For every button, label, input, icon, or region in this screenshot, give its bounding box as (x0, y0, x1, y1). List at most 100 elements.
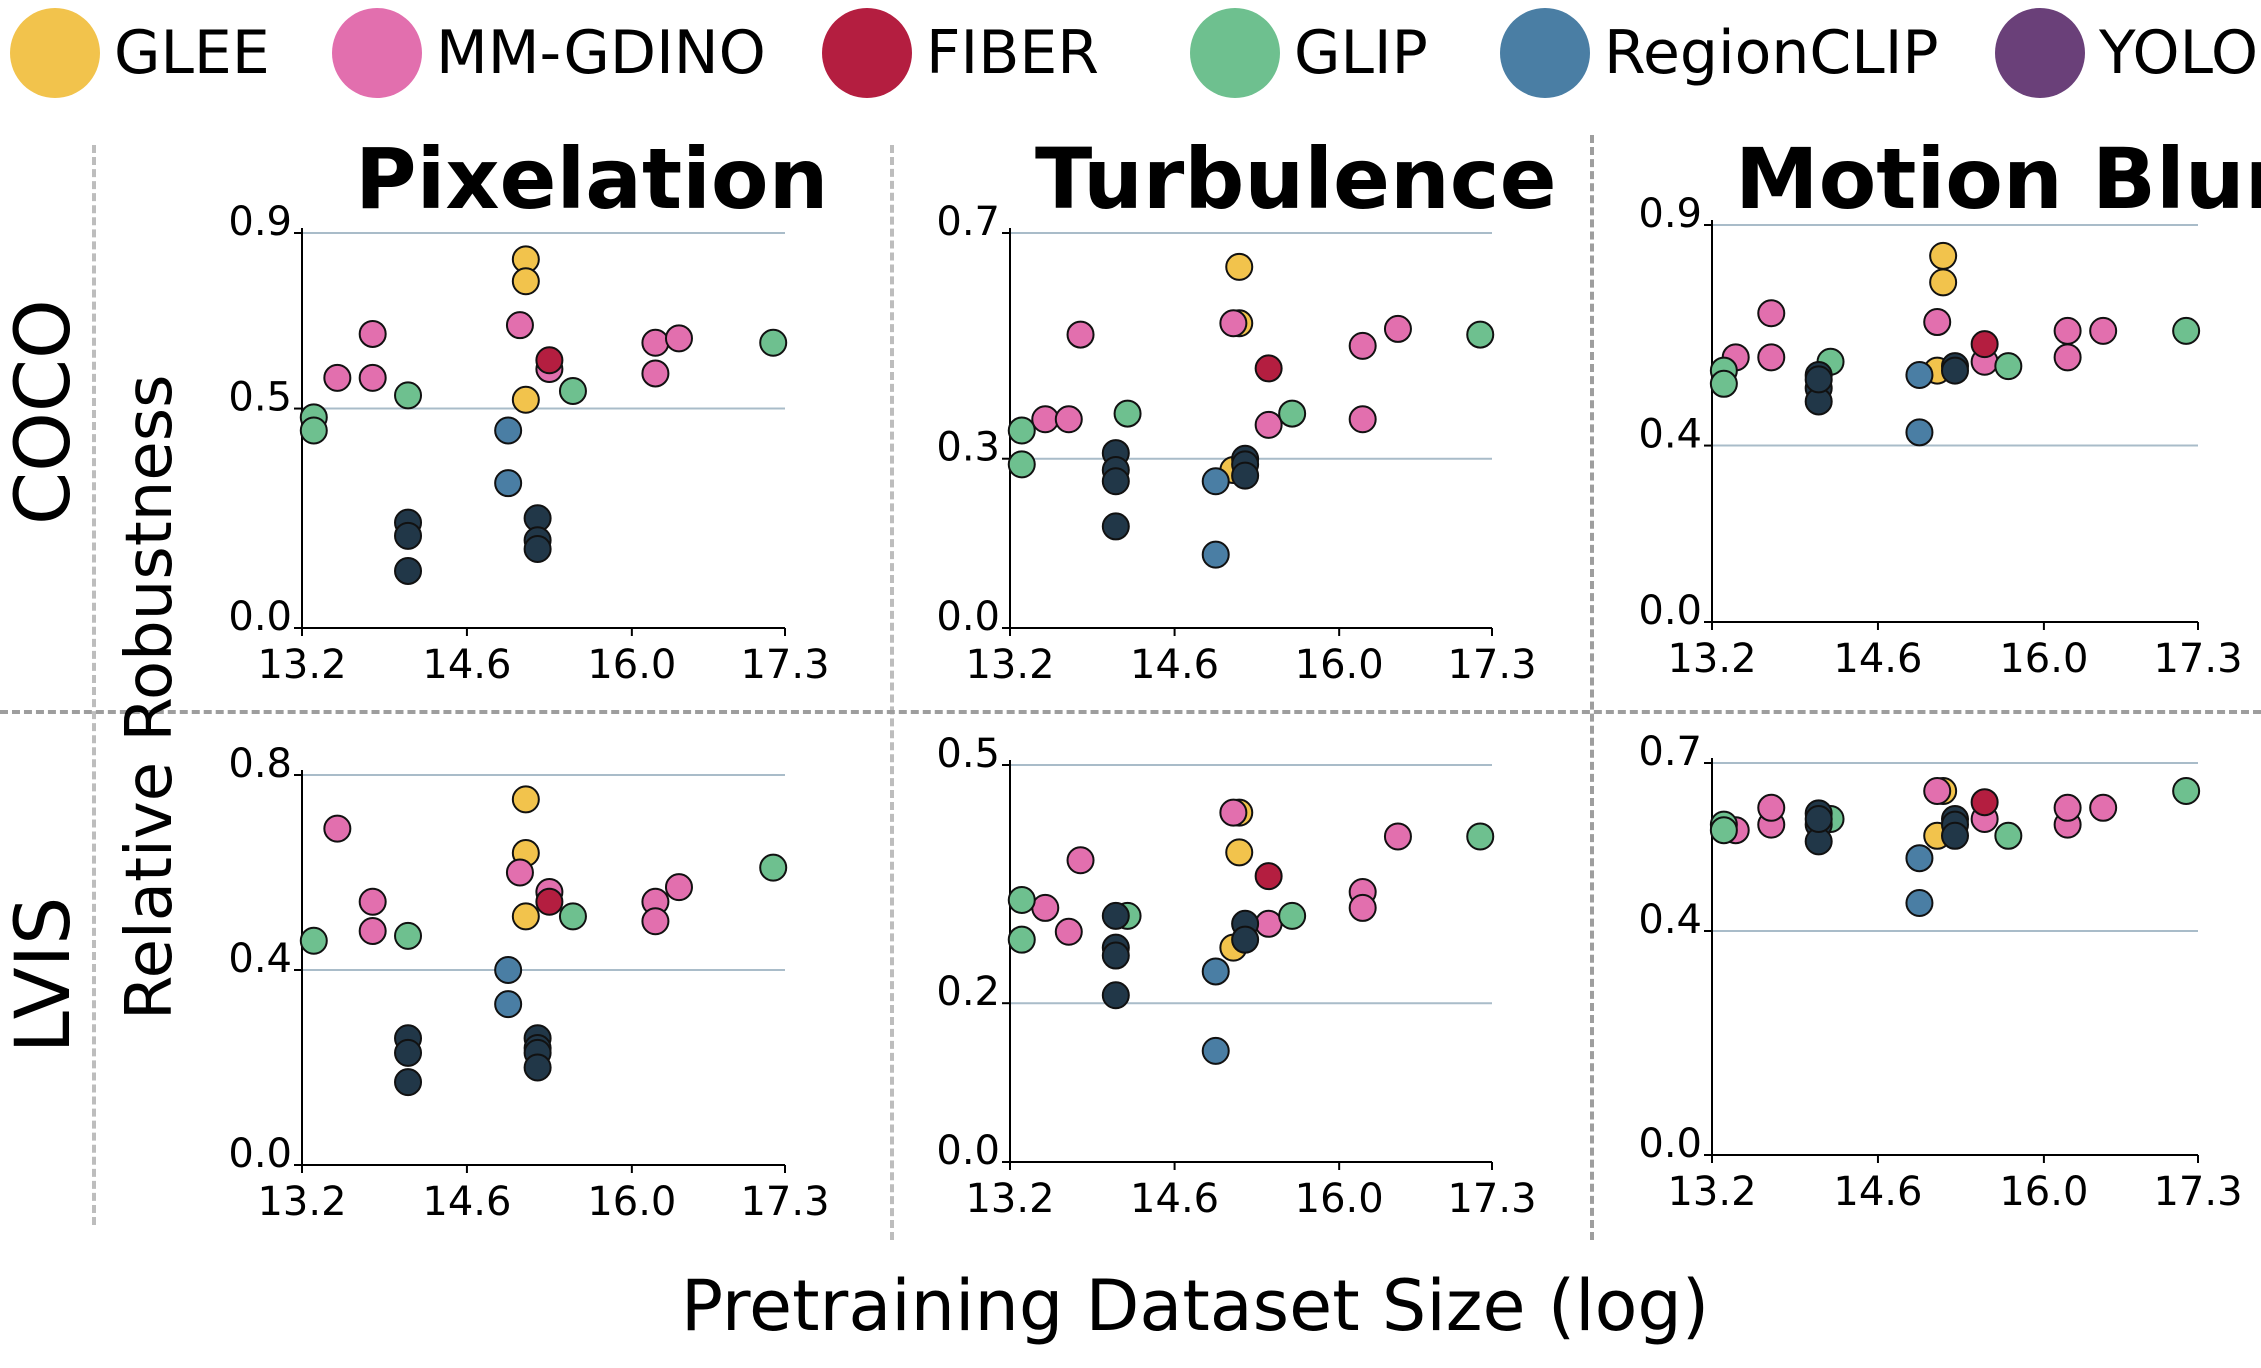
point-mm-gdino (1757, 299, 1786, 328)
chart-panel-0: 0.0 0.5 0.9 13.2 14.6 16.0 17.3 (228, 199, 829, 688)
point-yolo (523, 535, 552, 563)
point-yolo (1804, 365, 1833, 394)
point-mm-gdino (1219, 309, 1248, 338)
point-mm-gdino (1923, 308, 1952, 337)
legend-marker (822, 8, 912, 98)
point-glip (1466, 320, 1495, 349)
x-tick-label: 17.3 (1447, 642, 1536, 688)
chart-panel-1: 0.0 0.3 0.7 13.2 14.6 16.0 17.3 (936, 199, 1536, 688)
point-mm-gdino (1757, 793, 1786, 822)
x-tick-label: 16.0 (1295, 1176, 1384, 1222)
point-glee (511, 267, 540, 296)
point-glip (394, 381, 423, 410)
point-glip (1709, 816, 1738, 845)
point-yolo (1101, 901, 1130, 930)
point-glip (299, 926, 328, 955)
x-tick-label: 16.0 (1295, 642, 1384, 688)
point-glip (558, 377, 587, 405)
point-glee (1225, 838, 1254, 867)
point-glee (1929, 268, 1958, 297)
x-tick-label: 16.0 (587, 642, 676, 688)
chart-panel-5: 0.0 0.4 0.7 13.2 14.6 16.0 17.3 (1638, 729, 2242, 1215)
point-glee (511, 385, 540, 414)
y-tick-label: 0.0 (1638, 588, 1702, 634)
y-tick-label: 0.7 (1638, 729, 1702, 775)
x-tick-label: 16.0 (1999, 636, 2088, 682)
x-tick-label: 17.3 (740, 1179, 829, 1225)
chart-panel-4: 0.0 0.2 0.5 13.2 14.6 16.0 17.3 (936, 731, 1536, 1222)
point-mm-gdino (505, 858, 534, 887)
point-mm-gdino (1254, 410, 1283, 439)
point-mm-gdino (1348, 405, 1377, 434)
point-mm-gdino (2089, 316, 2118, 345)
point-mm-gdino (641, 907, 670, 936)
legend-marker (10, 8, 100, 98)
point-regionclip (1201, 957, 1230, 986)
panel-title-motion-blur: Motion Blur (1735, 130, 2261, 228)
point-mm-gdino (1066, 320, 1095, 349)
point-mm-gdino (323, 363, 352, 392)
point-mm-gdino (1066, 846, 1095, 875)
legend-label: FIBER (926, 18, 1099, 88)
legend-marker (1190, 8, 1280, 98)
point-yolo (1231, 925, 1260, 954)
point-glip (1994, 352, 2023, 381)
x-tick-label: 14.6 (422, 1179, 511, 1225)
point-yolo (1804, 805, 1833, 833)
point-glee (511, 902, 540, 931)
x-tick-label: 14.6 (1130, 642, 1219, 688)
legend-item-glee: GLEE (10, 8, 270, 98)
point-mm-gdino (1757, 343, 1786, 372)
legend-item-yolo: YOLO (1995, 8, 2258, 98)
point-glip (1113, 399, 1142, 428)
y-tick-label: 0.9 (228, 199, 292, 245)
y-tick-label: 0.0 (936, 594, 1000, 640)
point-fiber (535, 887, 564, 916)
point-mm-gdino (1383, 822, 1412, 851)
point-regionclip (1905, 844, 1934, 873)
legend-marker (332, 8, 422, 98)
y-tick-label: 0.9 (1638, 191, 1702, 237)
point-fiber (1970, 330, 1999, 359)
point-glip (394, 921, 423, 950)
point-glip (1278, 901, 1307, 930)
legend-label: RegionCLIP (1604, 18, 1939, 88)
y-tick-label: 0.0 (228, 594, 292, 640)
point-glip (1007, 416, 1036, 445)
point-yolo (394, 556, 423, 585)
point-regionclip (1905, 360, 1934, 389)
point-glip (759, 328, 788, 357)
y-tick-label: 0.4 (228, 936, 292, 982)
point-mm-gdino (505, 311, 534, 340)
y-tick-label: 0.0 (936, 1128, 1000, 1174)
point-mm-gdino (1054, 917, 1083, 946)
x-tick-label: 13.2 (965, 1176, 1054, 1222)
point-glip (1466, 822, 1495, 851)
x-tick-label: 14.6 (1833, 1169, 1922, 1215)
point-mm-gdino (1348, 331, 1377, 360)
legend-label: MM-GDINO (436, 18, 766, 88)
y-tick-label: 0.2 (936, 969, 1000, 1015)
point-glip (1007, 450, 1036, 479)
point-glee (1225, 252, 1254, 281)
point-regionclip (1905, 889, 1934, 917)
chart-panel-2: 0.0 0.4 0.9 13.2 14.6 16.0 17.3 (1638, 191, 2242, 682)
point-mm-gdino (2089, 793, 2118, 822)
point-mm-gdino (2053, 343, 2082, 372)
point-regionclip (494, 416, 523, 445)
point-glip (2172, 316, 2201, 345)
point-yolo (1231, 461, 1260, 490)
point-glip (1709, 369, 1738, 398)
x-tick-label: 14.6 (1833, 636, 1922, 682)
x-axis-label: Pretraining Dataset Size (log) (680, 1265, 1710, 1347)
point-yolo (1101, 941, 1130, 970)
point-mm-gdino (641, 359, 670, 388)
point-glip (1994, 821, 2023, 850)
point-mm-gdino (1923, 777, 1952, 805)
point-fiber (535, 346, 564, 375)
y-tick-label: 0.4 (1638, 412, 1702, 458)
x-tick-label: 13.2 (257, 642, 346, 688)
point-mm-gdino (2053, 316, 2082, 345)
point-glip (2172, 777, 2201, 805)
point-mm-gdino (358, 363, 387, 392)
